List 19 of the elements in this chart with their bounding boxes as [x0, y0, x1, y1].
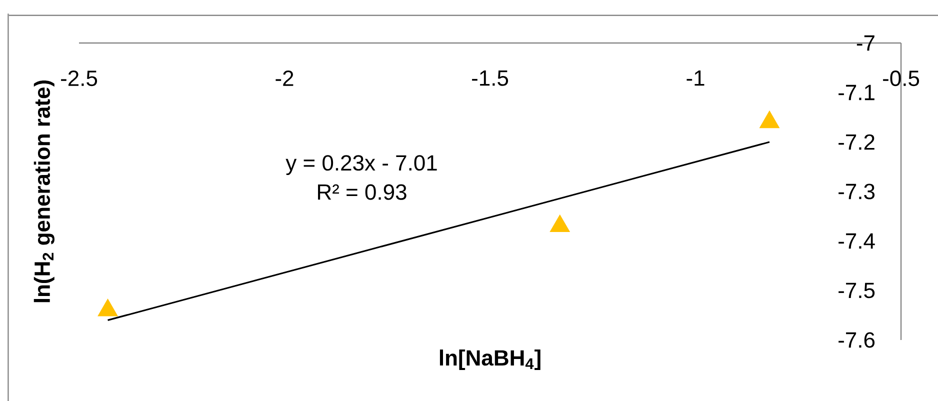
x-tick-label: -1: [686, 70, 704, 86]
x-axis-title: ln[NaBH$_{4}$]: [440, 350, 540, 370]
y-tick-label: -7.6: [838, 332, 875, 348]
point: [98, 298, 118, 316]
x-tick-label: -2: [276, 70, 294, 86]
point: [760, 110, 780, 128]
y-tick-label: -7.4: [838, 233, 875, 249]
y-tick-label: -7.1: [838, 84, 874, 100]
y-tick-label: -7.3: [838, 184, 875, 200]
y-tick-label: -7: [856, 35, 874, 51]
x-tick-label: -0.5: [883, 70, 920, 86]
x-tick-label: -2.5: [61, 70, 98, 86]
y-tick-label: -7.5: [838, 282, 875, 298]
annotation: y = 0.23x - 7.01: [286, 155, 437, 176]
y-axis-title: ln(H$_{2}$ generation rate): [34, 80, 54, 302]
point: [550, 214, 570, 232]
annotation: R² = 0.93: [318, 184, 406, 200]
y-tick-label: -7.2: [838, 134, 874, 150]
x-tick-label: -1.5: [472, 70, 508, 86]
